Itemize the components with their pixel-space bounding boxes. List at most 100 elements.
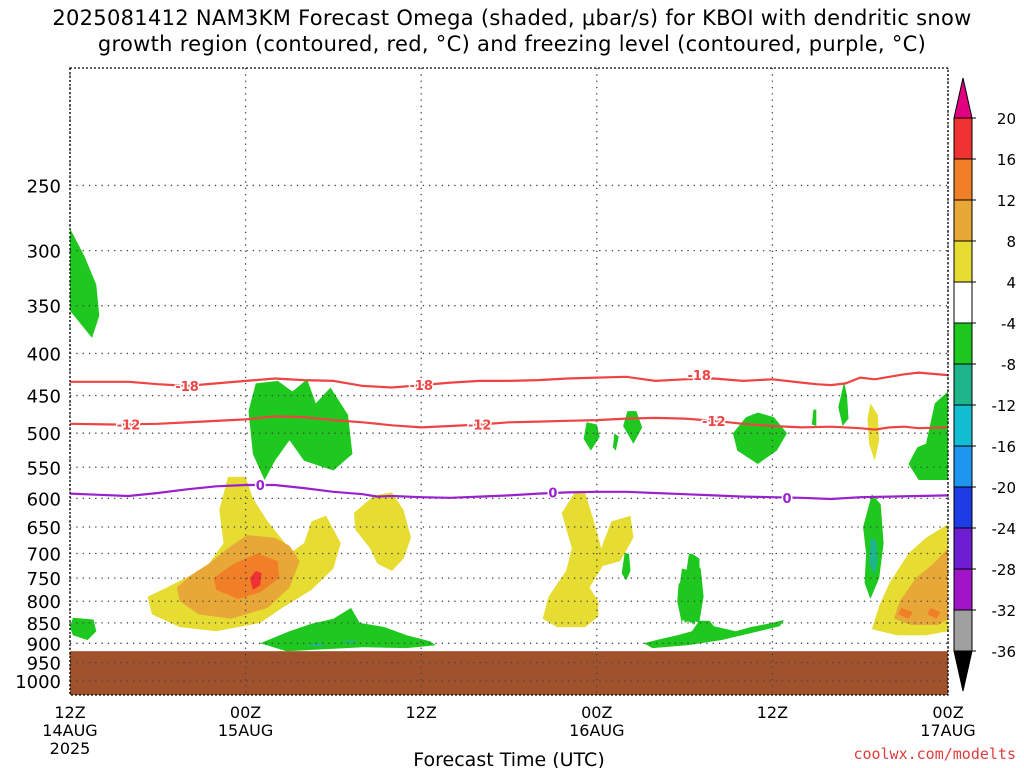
contour-label--12-0: -12 xyxy=(117,419,141,434)
y-tick-label-550: 550 xyxy=(27,458,61,479)
chart-title-line-1: 2025081412 NAM3KM Forecast Omega (shaded… xyxy=(52,6,972,30)
y-tick-label-950: 950 xyxy=(27,654,61,675)
contour-line--12 xyxy=(70,415,948,431)
x-tick-label-0-0: 12Z xyxy=(54,703,85,722)
omega-region-35 xyxy=(621,553,631,581)
contour-label-0-1: 0 xyxy=(548,486,557,501)
omega-region-48 xyxy=(687,582,701,623)
x-tick-label-60-1: 17AUG xyxy=(920,721,975,740)
contour-label--18-2: -18 xyxy=(687,369,711,384)
omega-region-6 xyxy=(811,409,817,426)
x-tick-label-0-1: 14AUG xyxy=(42,721,97,740)
colorbar-bin-7 xyxy=(953,363,973,406)
colorbar-label-4: 4 xyxy=(1006,274,1016,292)
y-tick-label-1000: 1000 xyxy=(15,672,61,693)
colorbar-label-11: -28 xyxy=(992,561,1017,579)
contour-line-0 xyxy=(70,483,948,501)
omega-region-3 xyxy=(623,411,643,444)
contour-label--12-2: -12 xyxy=(702,415,726,430)
colorbar-bin-12 xyxy=(953,568,973,611)
x-tick-label-36-0: 00Z xyxy=(581,703,612,722)
colorbar-bin-5 xyxy=(953,281,973,324)
omega-region-40 xyxy=(643,619,785,649)
colorbar-label-1: 16 xyxy=(997,151,1016,169)
colorbar-bin-6 xyxy=(953,322,973,365)
y-tick-label-750: 750 xyxy=(27,569,61,590)
colorbar-label-10: -24 xyxy=(992,520,1017,538)
y-tick-label-350: 350 xyxy=(27,297,61,318)
colorbar-label-7: -12 xyxy=(992,397,1017,415)
colorbar-label-5: -4 xyxy=(1001,315,1016,333)
colorbar-label-8: -16 xyxy=(992,438,1017,456)
omega-region-2 xyxy=(583,422,600,451)
plot-frame xyxy=(69,67,949,696)
colorbar-bin-4 xyxy=(953,240,973,283)
y-tick-label-700: 700 xyxy=(27,544,61,565)
y-tick-label-250: 250 xyxy=(27,176,61,197)
omega-region-8 xyxy=(867,403,880,461)
omega-region-41 xyxy=(70,617,97,641)
y-tick-label-500: 500 xyxy=(27,424,61,445)
y-tick-label-400: 400 xyxy=(27,344,61,365)
colorbar-bin-11 xyxy=(953,527,973,570)
axes: 2503003504004505005506006507007508008509… xyxy=(15,67,976,768)
omega-region-5 xyxy=(838,381,849,426)
omega-region-39 xyxy=(340,640,359,643)
colorbar-label-3: 8 xyxy=(1006,233,1016,251)
omega-region-52 xyxy=(927,607,941,619)
colorbar-label-0: 20 xyxy=(997,110,1016,128)
colorbar-bin-10 xyxy=(953,486,973,529)
colorbar-label-13: -36 xyxy=(992,643,1017,661)
y-tick-label-900: 900 xyxy=(27,634,61,655)
contour-label-0-0: 0 xyxy=(256,479,265,494)
colorbar-label-2: 12 xyxy=(997,192,1016,210)
ground-fill xyxy=(70,651,948,695)
omega-region-50 xyxy=(893,548,948,625)
x-tick-label-48-0: 12Z xyxy=(757,703,788,722)
ground-layer xyxy=(70,651,948,695)
contour-label--18-1: -18 xyxy=(409,379,433,394)
x-tick-label-36-1: 16AUG xyxy=(569,721,624,740)
contour-lines: -18 -18 -18 -12 -12 -12 0 0 0 xyxy=(70,368,948,508)
omega-region-46 xyxy=(353,492,411,571)
colorbar-bin-13 xyxy=(953,609,973,652)
omega-region-0 xyxy=(70,228,100,338)
omega-region-36 xyxy=(612,433,619,451)
x-tick-label-12-0: 00Z xyxy=(230,703,261,722)
chart-title-line-2: growth region (contoured, red, °C) and f… xyxy=(97,32,927,56)
omega-region-10 xyxy=(869,537,878,576)
colorbar-bin-9 xyxy=(953,445,973,488)
y-tick-label-600: 600 xyxy=(27,489,61,510)
omega-region-38 xyxy=(304,643,327,647)
x-tick-label-60-0: 00Z xyxy=(932,703,963,722)
colorbar-bin-1 xyxy=(953,117,973,160)
y-tick-label-650: 650 xyxy=(27,518,61,539)
colorbar-label-6: -8 xyxy=(1001,356,1016,374)
colorbar-top-triangle xyxy=(953,77,973,119)
omega-region-44 xyxy=(213,553,280,599)
y-tick-label-800: 800 xyxy=(27,592,61,613)
contour-line--18 xyxy=(70,371,948,389)
x-tick-label-12-1: 15AUG xyxy=(218,721,273,740)
omega-region-7 xyxy=(908,391,948,480)
contour-label-0-2: 0 xyxy=(783,492,792,507)
colorbar-bin-2 xyxy=(953,158,973,201)
omega-shaded-regions xyxy=(70,228,948,652)
x-axis-label: Forecast Time (UTC) xyxy=(413,749,604,768)
omega-region-51 xyxy=(898,607,913,619)
y-tick-label-300: 300 xyxy=(27,242,61,263)
source-watermark: coolwx.com/modelts xyxy=(853,745,1016,763)
colorbar-label-9: -20 xyxy=(992,479,1017,497)
omega-region-47 xyxy=(542,492,634,628)
colorbar-bin-8 xyxy=(953,404,973,447)
colorbar-bottom-triangle xyxy=(953,650,973,692)
x-tick-label-24-0: 12Z xyxy=(406,703,437,722)
x-tick-label-0-2: 2025 xyxy=(50,739,91,758)
contour-label--18-0: -18 xyxy=(175,380,199,395)
y-tick-label-850: 850 xyxy=(27,614,61,635)
omega-region-4 xyxy=(732,412,787,464)
omega-region-1 xyxy=(248,379,353,480)
colorbar-bin-3 xyxy=(953,199,973,242)
contour-label--12-1: -12 xyxy=(468,419,492,434)
